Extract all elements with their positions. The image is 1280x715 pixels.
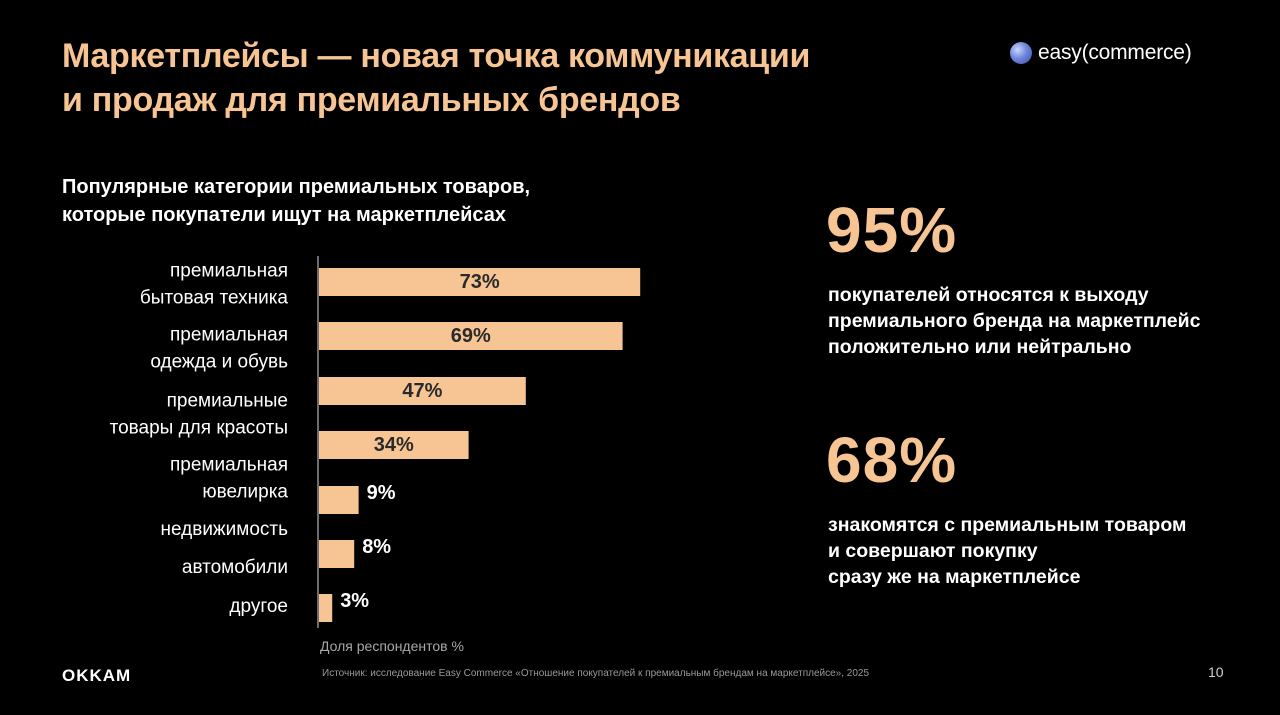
bar-value-label-1: 73%	[460, 271, 500, 293]
bar-value-label-3: 47%	[402, 380, 442, 402]
chart-title-line-2: которые покупатели ищут на маркетплейсах	[62, 204, 507, 226]
bar-5	[319, 486, 359, 514]
bar-value-label-2: 69%	[451, 325, 491, 347]
category-label-6-line-1: автомобили	[182, 557, 288, 578]
easy-commerce-logo: easy(commerce)	[1010, 38, 1192, 68]
okkam-logo: OKKAM	[62, 666, 132, 685]
bar-4	[319, 431, 469, 459]
stat-desc-1-line-2: премиального бренда на маркетплейс	[828, 310, 1201, 332]
category-label-3-line-2: товары для красоты	[110, 418, 288, 439]
bar-value-label-6: 8%	[362, 536, 391, 558]
bar-6	[319, 540, 355, 568]
stat-desc-1: покупателей относятся к выходу премиальн…	[828, 282, 1258, 360]
page-number: 10	[1208, 664, 1224, 680]
category-label-2-line-2: одежда и обувь	[150, 352, 288, 373]
bar-value-label-7: 3%	[340, 590, 369, 612]
page-title: Маркетплейсы — новая точка коммуникации …	[62, 34, 962, 122]
stat-desc-1-line-3: положительно или нейтрально	[828, 336, 1132, 358]
logo-text-commerce: (commerce)	[1081, 41, 1192, 64]
x-axis-label: Доля респондентов %	[320, 638, 464, 654]
category-label-4-line-1: премиальная	[170, 455, 288, 476]
bar-1	[319, 268, 641, 296]
chart-title-line-1: Популярные категории премиальных товаров…	[62, 176, 531, 198]
stat-desc-1-line-1: покупателей относятся к выходу	[828, 284, 1149, 306]
chart-title: Популярные категории премиальных товаров…	[62, 173, 702, 229]
bar-7	[319, 594, 333, 622]
category-label-1-line-1: премиальная	[170, 261, 288, 282]
logo-globe-icon	[1010, 42, 1032, 64]
source-note: Источник: исследование Easy Commerce «От…	[322, 668, 870, 679]
stat-desc-2: знакомятся с премиальным товаром и совер…	[828, 512, 1258, 590]
stat-desc-2-line-1: знакомятся с премиальным товаром	[828, 514, 1187, 536]
stat-value-1: 95%	[826, 194, 958, 266]
bar-2	[319, 322, 623, 350]
category-label-2-line-1: премиальная	[170, 325, 288, 346]
bar-value-label-5: 9%	[367, 482, 396, 504]
category-label-1-line-2: бытовая техника	[140, 288, 289, 309]
bar-3	[319, 377, 526, 405]
stat-desc-2-line-3: сразу же на маркетплейсе	[828, 566, 1081, 588]
page-title-line-1: Маркетплейсы — новая точка коммуникации	[62, 37, 811, 75]
category-label-5-line-1: недвижимость	[161, 519, 289, 540]
bar-value-label-4: 34%	[374, 434, 414, 456]
stat-desc-2-line-2: и совершают покупку	[828, 540, 1038, 562]
category-label-4-line-2: ювелирка	[202, 482, 288, 503]
logo-text-easy: easy	[1038, 41, 1082, 64]
logo-text: easy(commerce)	[1038, 41, 1192, 65]
category-label-3-line-1: премиальные	[167, 391, 288, 412]
category-label-7-line-1: другое	[229, 596, 288, 617]
stat-value-2: 68%	[826, 424, 958, 496]
page-title-line-2: и продаж для премиальных брендов	[62, 81, 681, 119]
